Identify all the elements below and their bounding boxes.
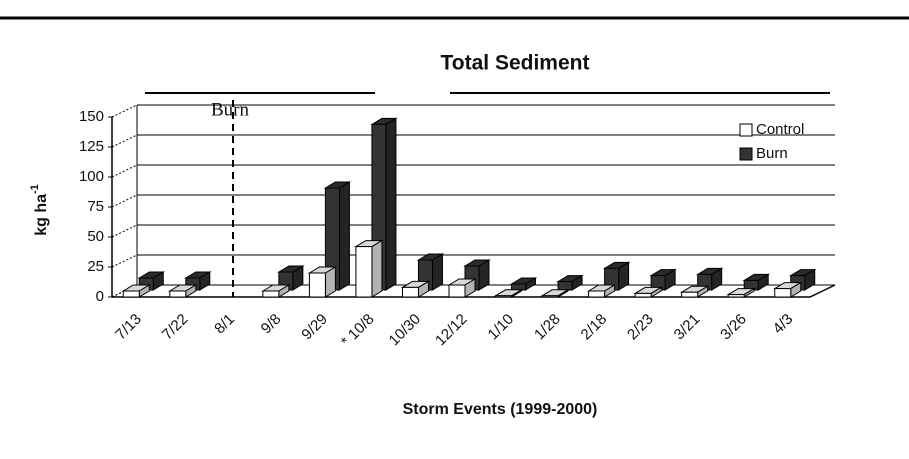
bar-front — [511, 283, 527, 291]
annotation: Burn — [211, 99, 250, 120]
floor — [112, 284, 836, 298]
grid-line — [111, 254, 138, 268]
y-tick-label: 75 — [87, 198, 104, 215]
bar-front — [588, 290, 606, 298]
bar — [354, 239, 384, 298]
x-tick-label: 2/18 — [578, 311, 611, 344]
x-tick-label: 9/29 — [298, 311, 331, 344]
bar-front — [681, 291, 699, 298]
chart-title: Total Sediment — [441, 52, 590, 75]
y-axis-title-exponent: -1 — [29, 184, 41, 194]
bar-front — [557, 281, 573, 291]
y-tick-label: 150 — [79, 108, 104, 125]
legend-swatch — [739, 147, 753, 161]
grid-line — [111, 224, 138, 238]
y-axis-title-text: kg ha — [33, 194, 50, 236]
x-tick-label: 3/26 — [717, 311, 750, 344]
bar — [556, 274, 584, 291]
y-axis-title: kg ha-1 — [29, 184, 50, 236]
bar-front — [495, 295, 513, 298]
bar — [509, 277, 538, 291]
y-tick-label: 100 — [79, 168, 104, 185]
x-tick-label: 1/28 — [531, 311, 564, 344]
bar-front — [169, 290, 187, 298]
bar — [137, 271, 166, 291]
bar — [323, 181, 352, 291]
bar — [772, 281, 803, 298]
bar — [679, 285, 710, 298]
x-tick-label: 1/10 — [484, 311, 517, 344]
legend-label: Burn — [756, 145, 788, 162]
bar-front — [541, 295, 559, 298]
y-tick-label: 50 — [87, 228, 104, 245]
x-tick-label: 9/8 — [258, 311, 285, 338]
legend-label: Control — [756, 121, 804, 138]
bar-front — [401, 286, 419, 298]
bar — [400, 280, 431, 298]
bar-front — [262, 290, 280, 298]
legend-swatch — [739, 123, 753, 137]
x-tick-label: 12/12 — [432, 311, 471, 350]
y-tick-label: 0 — [96, 288, 104, 305]
bar — [121, 284, 152, 298]
bar — [633, 286, 663, 298]
bar-front — [634, 292, 652, 298]
grid-line — [111, 104, 138, 118]
x-tick-label: 4/3 — [770, 311, 797, 338]
x-tick-label: * 10/8 — [338, 311, 378, 351]
bar-side — [338, 181, 350, 291]
x-tick-label: 10/30 — [386, 311, 425, 350]
grid-line — [111, 164, 138, 178]
bar-front — [308, 272, 326, 298]
bar — [726, 287, 757, 298]
bar-front — [448, 284, 466, 298]
bar-side — [385, 117, 397, 291]
bar — [540, 288, 570, 298]
bar-front — [727, 294, 745, 298]
bar — [307, 266, 338, 298]
bar — [447, 278, 477, 298]
bar-front — [774, 288, 792, 298]
x-tick-label: 2/23 — [624, 311, 657, 344]
bar — [493, 288, 524, 298]
bar-front — [122, 290, 140, 298]
grid-line — [111, 134, 138, 148]
bar-front — [355, 246, 373, 298]
x-tick-label: 7/13 — [112, 311, 145, 344]
bar — [261, 284, 291, 298]
grid-line — [111, 194, 138, 208]
y-tick-label: 125 — [79, 138, 104, 155]
bar — [167, 284, 198, 298]
bar — [586, 284, 617, 298]
x-tick-label: 7/22 — [159, 311, 192, 344]
bar-side — [431, 253, 443, 291]
y-tick-label: 25 — [87, 258, 104, 275]
bar-side — [371, 239, 383, 298]
x-axis-title: Storm Events (1999-2000) — [403, 401, 598, 418]
x-tick-label: 3/21 — [671, 311, 704, 344]
bar — [742, 273, 771, 291]
x-tick-label: 8/1 — [211, 311, 238, 338]
bar — [649, 268, 677, 291]
